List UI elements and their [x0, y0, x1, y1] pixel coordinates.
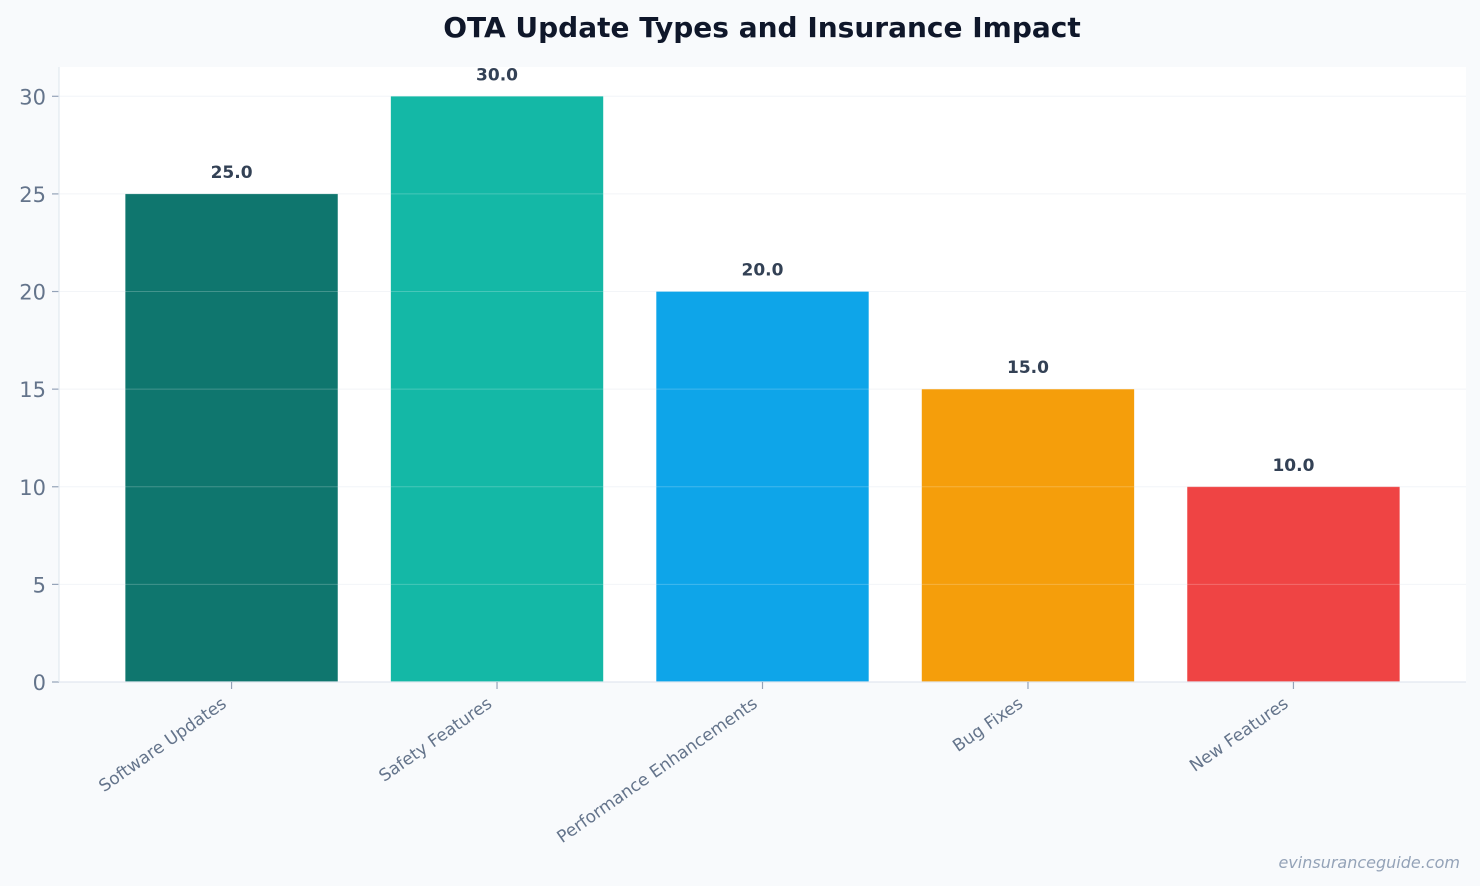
gridlines-overlay	[59, 95, 1466, 585]
bar-0	[125, 193, 338, 682]
x-tick-label: Safety Features	[376, 694, 496, 787]
x-tick-label: Bug Fixes	[949, 694, 1027, 757]
data-label-4: 10.0	[1272, 456, 1314, 476]
y-tick-label: 20	[19, 281, 46, 305]
y-tick-label: 0	[33, 671, 46, 695]
y-tick-label: 25	[19, 183, 46, 207]
bars	[125, 96, 1400, 683]
x-tick-label: Performance Enhancements	[554, 694, 762, 848]
data-label-2: 20.0	[742, 261, 784, 281]
x-tick-label: Software Updates	[95, 694, 230, 797]
x-tick-label: New Features	[1186, 694, 1292, 777]
y-tick-label: 10	[19, 476, 46, 500]
data-label-3: 15.0	[1007, 358, 1049, 378]
y-tick-label: 30	[19, 85, 46, 109]
watermark: evinsuranceguide.com	[1278, 853, 1460, 872]
bar-2	[656, 291, 869, 682]
y-tick-label: 15	[19, 378, 46, 402]
axes: 0 5 10 15 20 25 30	[19, 67, 1466, 695]
chart-title: OTA Update Types and Insurance Impact	[443, 11, 1081, 44]
bar-3	[921, 389, 1135, 682]
y-tick-label: 5	[33, 573, 46, 597]
bar-4	[1187, 486, 1400, 682]
data-label-0: 25.0	[211, 163, 253, 183]
bar-1	[390, 96, 604, 683]
data-label-1: 30.0	[476, 65, 518, 85]
